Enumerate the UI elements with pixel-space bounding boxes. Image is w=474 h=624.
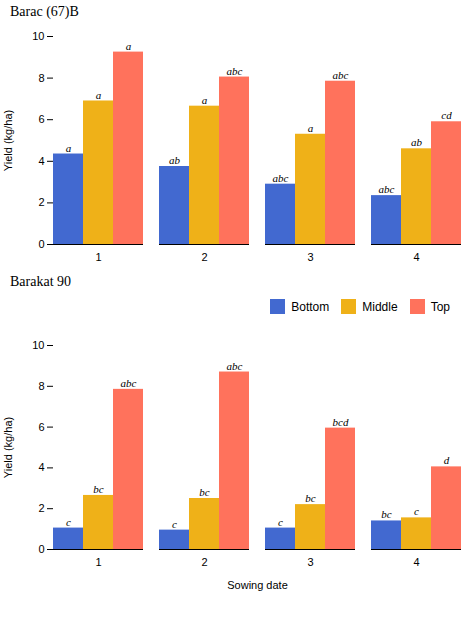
svg-text:10: 10 — [32, 30, 44, 42]
svg-text:ab: ab — [169, 154, 181, 166]
svg-text:cd: cd — [441, 109, 452, 121]
svg-text:8: 8 — [38, 72, 44, 84]
svg-text:3: 3 — [307, 556, 313, 568]
svg-text:bc: bc — [305, 492, 316, 504]
svg-text:bc: bc — [381, 508, 392, 520]
svg-text:bc: bc — [93, 483, 104, 495]
svg-text:4: 4 — [413, 556, 419, 568]
svg-text:c: c — [414, 505, 419, 517]
svg-text:a: a — [96, 89, 102, 101]
svg-text:6: 6 — [38, 113, 44, 125]
svg-text:4: 4 — [38, 461, 44, 473]
svg-text:4: 4 — [38, 155, 44, 167]
svg-text:Sowing date: Sowing date — [227, 579, 288, 591]
svg-text:bcd: bcd — [333, 416, 349, 428]
svg-text:a: a — [66, 142, 72, 154]
svg-text:3: 3 — [307, 251, 313, 263]
svg-text:ab: ab — [411, 136, 423, 148]
svg-text:2: 2 — [201, 251, 207, 263]
svg-text:d: d — [444, 454, 450, 466]
svg-text:abc: abc — [227, 360, 243, 372]
svg-text:abc: abc — [333, 69, 349, 81]
svg-text:a: a — [308, 122, 314, 134]
svg-text:1: 1 — [95, 251, 101, 263]
svg-text:2: 2 — [38, 502, 44, 514]
svg-text:a: a — [126, 40, 132, 52]
svg-text:abc: abc — [121, 377, 137, 389]
svg-text:6: 6 — [38, 421, 44, 433]
svg-text:0: 0 — [38, 238, 44, 250]
html-text:Middle: Middle — [362, 299, 398, 314]
svg-text:c: c — [278, 516, 283, 528]
html-text:Barakat 90: Barakat 90 — [10, 274, 71, 289]
svg-text:8: 8 — [38, 380, 44, 392]
html-text:Barac (67)B: Barac (67)B — [10, 4, 79, 19]
svg-text:2: 2 — [201, 556, 207, 568]
svg-text:bc: bc — [199, 486, 210, 498]
svg-text:abc: abc — [273, 172, 289, 184]
svg-text:c: c — [66, 516, 71, 528]
svg-text:Yield (kg/ha): Yield (kg/ha) — [2, 110, 14, 171]
svg-text:2: 2 — [38, 196, 44, 208]
svg-text:Yield (kg/ha): Yield (kg/ha) — [2, 417, 14, 478]
html-text:Bottom: Bottom — [291, 299, 330, 314]
svg-text:abc: abc — [379, 183, 395, 195]
svg-text:0: 0 — [38, 543, 44, 555]
svg-text:abc: abc — [227, 65, 243, 77]
svg-text:a: a — [202, 94, 208, 106]
svg-text:10: 10 — [32, 339, 44, 351]
svg-text:c: c — [172, 518, 177, 530]
svg-text:1: 1 — [95, 556, 101, 568]
html-text:Top: Top — [430, 299, 450, 314]
svg-text:4: 4 — [413, 251, 419, 263]
